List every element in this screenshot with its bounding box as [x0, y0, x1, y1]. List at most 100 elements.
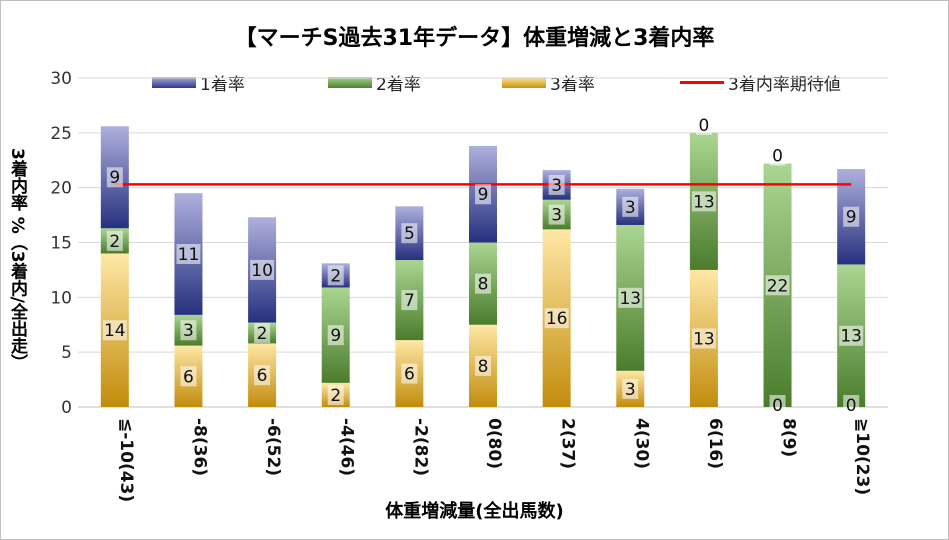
y-tick-label: 30 — [50, 69, 72, 89]
legend-line-expectation — [680, 80, 724, 84]
data-label-first: 10 — [251, 261, 273, 281]
data-label-bg — [176, 244, 201, 265]
data-label-first: 11 — [178, 245, 200, 265]
data-label-bg — [106, 230, 123, 251]
data-label-bg — [548, 204, 565, 225]
x-tick-label: -6(52) — [263, 418, 283, 476]
data-label-bg — [327, 384, 344, 405]
y-axis-title: 3着内率 %（3着内/全出走） — [7, 148, 27, 371]
data-label-bg — [548, 174, 565, 195]
data-label-bg — [327, 325, 344, 346]
data-label-bg — [769, 395, 786, 415]
legend-label-first: 1着率 — [200, 74, 245, 95]
data-label-bg — [401, 223, 418, 244]
data-label-second: 3 — [551, 206, 562, 226]
data-label-first: 2 — [330, 266, 341, 286]
data-label-first: 3 — [625, 198, 636, 218]
x-tick-label: -4(46) — [337, 418, 357, 476]
y-tick-label: 10 — [50, 288, 72, 308]
x-tick-label: 8(9) — [779, 418, 799, 457]
data-label-first: 9 — [109, 168, 120, 188]
x-tick-label: ≦-10(43) — [116, 418, 136, 502]
legend-item-second: 2着率 — [328, 72, 421, 95]
data-label-bg — [622, 378, 639, 399]
data-label-bg — [475, 184, 491, 205]
legend-label-third: 3着率 — [550, 74, 595, 95]
data-label-bg — [254, 322, 271, 343]
y-tick-label: 5 — [61, 343, 72, 363]
data-label-bg — [843, 206, 860, 227]
legend-item-expectation: 3着内率期待値 — [680, 72, 841, 95]
x-tick-label: 0(80) — [484, 418, 504, 469]
data-label-bg — [401, 290, 418, 311]
y-tick-label: 25 — [50, 124, 72, 144]
data-label-bg — [327, 265, 344, 286]
data-label-bg — [106, 167, 123, 188]
data-label-bg — [769, 145, 786, 166]
data-label-first: 0 — [698, 116, 709, 136]
x-tick-label: 4(30) — [631, 418, 651, 469]
legend-swatch-second — [328, 76, 372, 88]
data-label-bg — [475, 273, 491, 294]
data-label-bg — [180, 366, 197, 387]
data-label-bg — [250, 259, 275, 280]
legend-label-expectation: 3着内率期待値 — [728, 74, 841, 95]
data-label-bg — [475, 355, 491, 376]
data-label-bg — [180, 320, 197, 341]
data-label-third: 14 — [104, 321, 126, 341]
data-label-first: 5 — [404, 224, 415, 244]
data-label-first: 3 — [551, 176, 562, 196]
data-label-third: 16 — [546, 309, 568, 329]
data-label-first: 9 — [478, 185, 489, 205]
x-tick-label: -2(82) — [410, 418, 430, 476]
data-label-third: 13 — [693, 329, 715, 349]
data-label-third: 0 — [846, 396, 857, 416]
y-tick-label: 20 — [50, 179, 72, 199]
data-label-second: 22 — [767, 276, 789, 296]
x-tick-label: ≧10(23) — [852, 418, 872, 495]
data-label-bg — [544, 308, 569, 329]
data-label-second: 13 — [619, 289, 641, 309]
x-tick-label: -8(36) — [189, 418, 209, 476]
data-label-second: 9 — [330, 326, 341, 346]
data-label-second: 13 — [693, 192, 715, 212]
x-axis-title: 体重増減量(全出馬数) — [385, 501, 564, 522]
legend-swatch-first — [152, 76, 196, 88]
data-label-bg — [691, 191, 716, 212]
y-tick-label: 0 — [61, 398, 72, 418]
data-label-bg — [839, 325, 864, 346]
legend-label-second: 2着率 — [376, 74, 421, 95]
data-label-bg — [102, 320, 127, 341]
data-label-second: 7 — [404, 291, 415, 311]
legend-swatch-third — [502, 76, 546, 88]
data-label-third: 3 — [625, 380, 636, 400]
data-label-third: 8 — [478, 357, 489, 377]
data-label-bg — [843, 395, 860, 415]
legend-item-first: 1着率 — [152, 72, 245, 95]
data-label-bg — [622, 196, 639, 217]
y-tick-label: 15 — [50, 234, 72, 254]
data-label-first: 9 — [846, 208, 857, 228]
data-label-bg — [695, 114, 712, 135]
data-label-third: 6 — [257, 366, 268, 386]
data-label-second: 13 — [840, 327, 862, 347]
data-label-bg — [618, 287, 643, 308]
data-label-second: 8 — [478, 275, 489, 295]
data-label-third: 2 — [330, 386, 341, 406]
chart-title: 【マーチS過去31年データ】体重増減と3着内率 — [234, 26, 715, 51]
data-label-third: 0 — [772, 396, 783, 416]
data-label-third: 6 — [404, 365, 415, 385]
data-label-second: 2 — [257, 324, 268, 344]
data-label-bg — [765, 275, 790, 296]
data-label-bg — [401, 363, 418, 384]
data-label-second: 3 — [183, 321, 194, 341]
data-label-third: 6 — [183, 367, 194, 387]
x-tick-label: 6(16) — [705, 418, 725, 469]
x-tick-label: 2(37) — [558, 418, 578, 469]
legend-item-third: 3着率 — [502, 72, 595, 95]
data-label-bg — [691, 328, 716, 349]
data-label-bg — [254, 365, 271, 386]
data-label-first: 0 — [772, 147, 783, 167]
data-label-second: 2 — [109, 232, 120, 252]
